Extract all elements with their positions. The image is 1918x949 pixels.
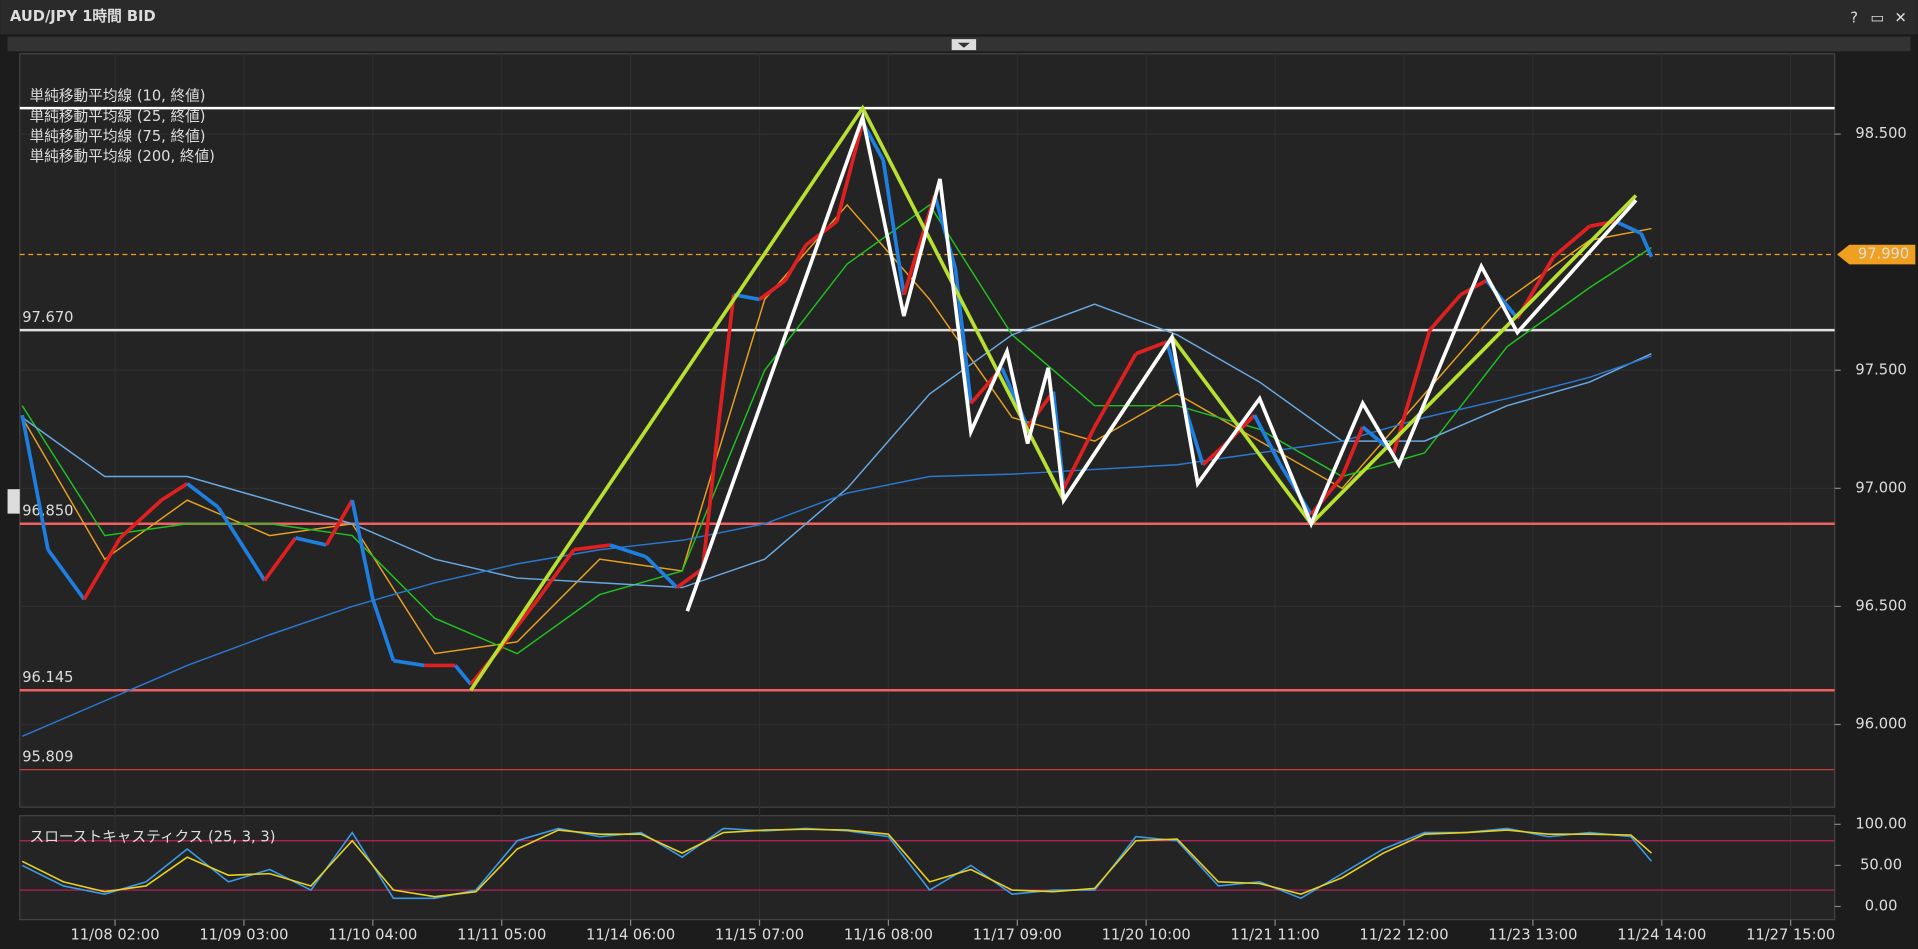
legend-entry: 単純移動平均線 (200, 終値) xyxy=(30,148,215,165)
y-tick-label: 98.500 xyxy=(1855,125,1906,142)
level-label: 96.850 xyxy=(22,503,73,520)
level-label: 96.145 xyxy=(22,669,73,686)
price-segment xyxy=(393,658,425,668)
price-segment xyxy=(371,598,396,662)
x-tick-label: 11/17 09:00 xyxy=(973,927,1062,944)
window-title: AUD/JPY 1時間 BID xyxy=(10,7,156,25)
price-segment xyxy=(1185,414,1205,466)
main-plot xyxy=(19,53,1836,808)
price-segment xyxy=(46,548,86,601)
x-tick-label: 11/09 03:00 xyxy=(199,927,288,944)
x-tick-label: 11/24 14:00 xyxy=(1617,927,1706,944)
collapse-arrow xyxy=(957,42,971,48)
stoch-plot xyxy=(19,815,1836,921)
y-tick-label: 100.00 xyxy=(1855,815,1906,832)
price-segment xyxy=(20,414,50,551)
level-label: 95.809 xyxy=(22,748,73,765)
price-segment xyxy=(350,499,375,600)
price-segment xyxy=(1614,219,1642,235)
y-tick-label: 96.000 xyxy=(1855,715,1906,732)
legend-entry: 単純移動平均線 (25, 終値) xyxy=(30,108,206,125)
stochastic-line xyxy=(21,827,1653,900)
price-segment xyxy=(82,536,122,601)
x-tick-label: 11/16 08:00 xyxy=(844,927,933,944)
legend-entry: 単純移動平均線 (75, 終値) xyxy=(30,128,206,145)
y-tick-label: 50.00 xyxy=(1860,856,1902,873)
price-segment xyxy=(1639,232,1654,258)
x-tick-label: 11/15 07:00 xyxy=(715,927,804,944)
price-segment xyxy=(644,555,679,589)
x-tick-label: 11/23 13:00 xyxy=(1488,927,1577,944)
y-tick-label: 0.00 xyxy=(1865,898,1898,915)
x-tick-label: 11/27 15:00 xyxy=(1746,927,1835,944)
side-handle[interactable] xyxy=(7,489,20,514)
current-price-tag xyxy=(1837,244,1916,265)
price-segment xyxy=(216,506,267,582)
stochastic-line xyxy=(21,828,1652,898)
maximize-button[interactable]: ▭ xyxy=(1870,9,1884,26)
trendline xyxy=(685,110,1638,612)
price-segment xyxy=(1093,352,1138,428)
price-segment xyxy=(118,498,163,540)
current-price-label: 97.990 xyxy=(1858,246,1909,263)
price-segment xyxy=(573,543,611,552)
title-bar xyxy=(0,0,1918,35)
price-segment xyxy=(675,567,704,589)
price-segment xyxy=(324,499,354,546)
x-tick-label: 11/08 02:00 xyxy=(70,927,159,944)
price-segment xyxy=(1062,426,1097,490)
x-tick-label: 11/22 12:00 xyxy=(1359,927,1448,944)
y-tick-label: 96.500 xyxy=(1855,597,1906,614)
price-segment xyxy=(783,244,808,282)
moving-average xyxy=(21,355,1652,737)
price-segment xyxy=(716,294,736,428)
y-tick-label: 97.500 xyxy=(1855,361,1906,378)
x-tick-label: 11/11 05:00 xyxy=(457,927,546,944)
price-segment xyxy=(881,159,906,295)
close-button[interactable]: ✕ xyxy=(1895,9,1907,26)
price-segment xyxy=(1428,293,1463,332)
price-segment xyxy=(453,664,473,686)
level-label: 97.670 xyxy=(22,309,73,326)
price-segment xyxy=(186,482,220,509)
indicator-title: スローストキャスティクス (25, 3, 3) xyxy=(30,829,276,846)
price-segment xyxy=(500,598,540,648)
price-segment xyxy=(1340,426,1365,478)
price-segment xyxy=(295,536,327,547)
price-segment xyxy=(758,279,787,301)
x-tick-label: 11/20 10:00 xyxy=(1102,927,1191,944)
y-tick-label: 97.000 xyxy=(1855,479,1906,496)
price-segment xyxy=(160,482,189,502)
plot-layer: 96.000 96.500 97.000 97.500 98.500 11/08 02:0… xyxy=(19,53,1916,944)
x-tick-label: 11/10 04:00 xyxy=(328,927,417,944)
x-tick-label: 11/21 11:00 xyxy=(1231,927,1320,944)
price-segment xyxy=(609,543,647,559)
price-segment xyxy=(1252,414,1282,466)
price-segment xyxy=(835,121,865,222)
price-segment xyxy=(1552,224,1591,259)
price-segment xyxy=(263,536,297,582)
help-button[interactable]: ? xyxy=(1850,9,1858,26)
legend-entry: 単純移動平均線 (10, 終値) xyxy=(30,88,206,105)
price-segment xyxy=(700,426,721,569)
price-segment xyxy=(536,548,576,601)
price-segment xyxy=(1135,340,1168,356)
x-tick-label: 11/14 06:00 xyxy=(586,927,675,944)
